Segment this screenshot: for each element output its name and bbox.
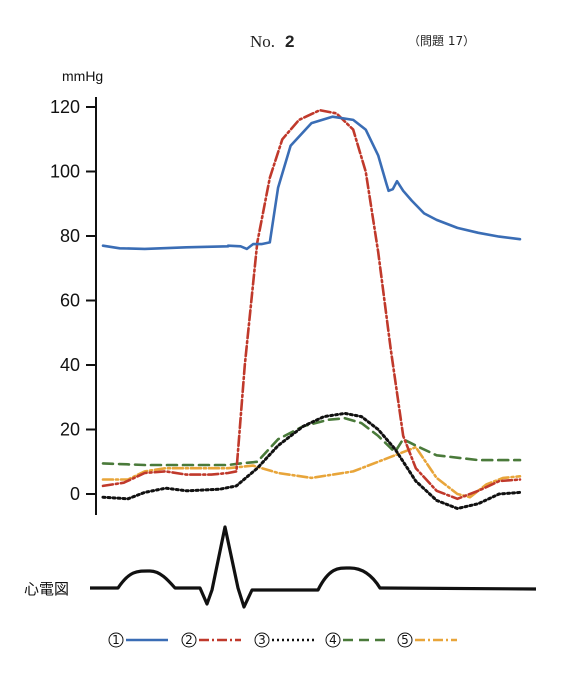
ecg-trace: [90, 525, 537, 609]
y-tick-label: 100: [50, 162, 80, 182]
legend-number-circle: [108, 632, 124, 648]
ecg-label: 心電図: [24, 580, 69, 598]
legend-number: 5: [401, 633, 409, 647]
legend-number: 3: [258, 633, 266, 647]
y-tick-label: 60: [60, 291, 80, 311]
y-tick-label: 40: [60, 355, 80, 375]
question-reference: （問題 17）: [408, 34, 476, 48]
series-line-1: [101, 115, 522, 251]
series-line-5: [101, 445, 522, 499]
legend-number-circle: [397, 632, 413, 648]
y-axis-unit-label: mmHg: [62, 68, 103, 84]
y-tick-label: 0: [70, 484, 80, 504]
series-line-2: [101, 108, 522, 501]
chart-series: [101, 108, 522, 510]
series-line-3: [101, 411, 522, 510]
legend-number: 4: [329, 633, 337, 647]
series-line-4: [101, 416, 522, 467]
y-tick-label: 80: [60, 226, 80, 246]
legend-number-circle: [325, 632, 341, 648]
figure-number: No. 2: [250, 32, 295, 52]
y-axis-ticks: 120 100 80 60 40 20 0: [50, 97, 96, 504]
legend: 1 2 3 4 5: [108, 632, 457, 648]
legend-number: 2: [185, 633, 193, 647]
legend-number: 1: [112, 633, 120, 647]
legend-number-circle: [254, 632, 270, 648]
y-tick-label: 20: [60, 420, 80, 440]
figure-number-label: No.: [250, 32, 276, 51]
y-tick-label: 120: [50, 97, 80, 117]
legend-number-circle: [181, 632, 197, 648]
figure-number-value: 2: [285, 32, 295, 51]
